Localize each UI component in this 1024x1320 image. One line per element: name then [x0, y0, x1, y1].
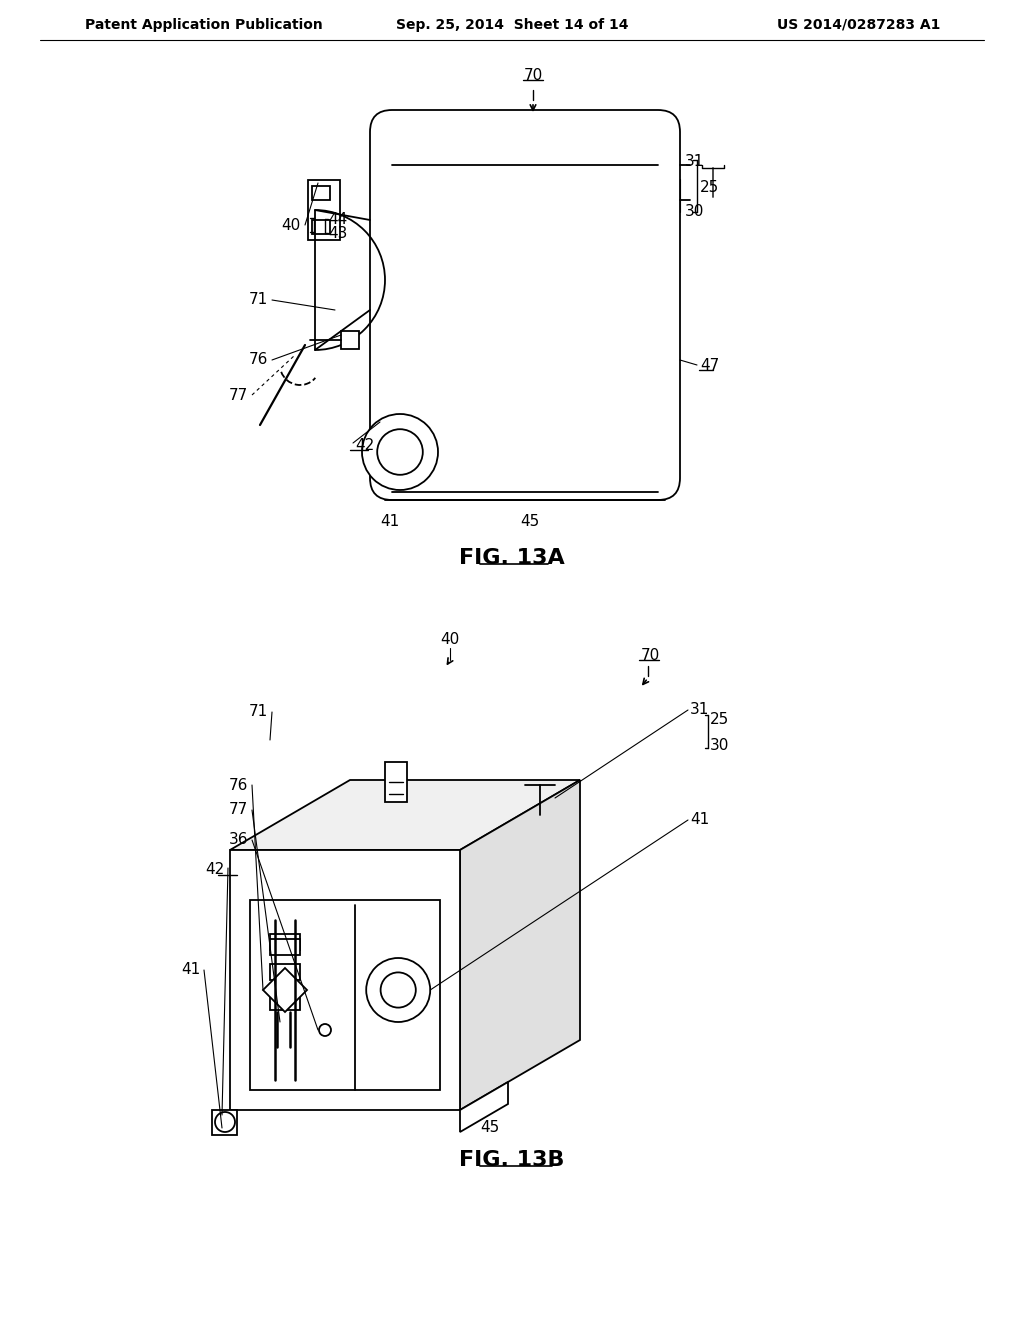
Text: 44: 44 — [328, 211, 347, 227]
Polygon shape — [460, 1082, 508, 1133]
Text: Patent Application Publication: Patent Application Publication — [85, 18, 323, 32]
Bar — [385, 762, 407, 803]
Polygon shape — [460, 780, 580, 1110]
Text: 30: 30 — [710, 738, 729, 752]
Text: 47: 47 — [700, 358, 719, 372]
Text: 42: 42 — [206, 862, 225, 878]
Text: 30: 30 — [685, 205, 705, 219]
Circle shape — [362, 414, 438, 490]
Text: 77: 77 — [228, 803, 248, 817]
Bar — [250, 900, 440, 1090]
Circle shape — [367, 958, 430, 1022]
Text: 77: 77 — [228, 388, 248, 403]
Text: 41: 41 — [380, 515, 399, 529]
Text: Sep. 25, 2014  Sheet 14 of 14: Sep. 25, 2014 Sheet 14 of 14 — [395, 18, 629, 32]
Circle shape — [377, 429, 423, 475]
Text: 42: 42 — [355, 437, 374, 453]
Text: 40: 40 — [281, 218, 300, 232]
Circle shape — [319, 1024, 331, 1036]
Bar — [212, 1110, 237, 1135]
Bar — [270, 939, 300, 954]
Polygon shape — [230, 780, 580, 850]
Text: 25: 25 — [700, 180, 719, 194]
Text: 70: 70 — [523, 67, 543, 82]
Text: 43: 43 — [328, 226, 347, 240]
Text: 31: 31 — [690, 702, 710, 718]
Text: 41: 41 — [181, 962, 200, 978]
Text: US 2014/0287283 A1: US 2014/0287283 A1 — [776, 18, 940, 32]
Text: 45: 45 — [520, 515, 540, 529]
Bar — [341, 331, 359, 348]
Text: 71: 71 — [249, 293, 268, 308]
FancyBboxPatch shape — [370, 110, 680, 500]
Bar — [308, 180, 340, 240]
Text: 70: 70 — [640, 648, 659, 663]
Text: 76: 76 — [249, 352, 268, 367]
Bar — [270, 964, 300, 979]
Bar — [270, 935, 300, 950]
Text: 25: 25 — [710, 713, 729, 727]
Text: 31: 31 — [685, 154, 705, 169]
Circle shape — [381, 973, 416, 1007]
Text: 45: 45 — [480, 1121, 500, 1135]
Text: FIG. 13A: FIG. 13A — [459, 548, 565, 568]
Circle shape — [215, 1111, 234, 1133]
Text: 36: 36 — [228, 833, 248, 847]
Polygon shape — [230, 850, 460, 1110]
Polygon shape — [263, 968, 307, 1012]
Bar — [270, 994, 300, 1010]
Text: 71: 71 — [249, 705, 268, 719]
Text: 41: 41 — [690, 813, 710, 828]
Text: 40: 40 — [440, 632, 460, 648]
Bar — [312, 186, 330, 201]
Bar — [312, 220, 330, 234]
Text: FIG. 13B: FIG. 13B — [459, 1150, 565, 1170]
Text: 76: 76 — [228, 777, 248, 792]
